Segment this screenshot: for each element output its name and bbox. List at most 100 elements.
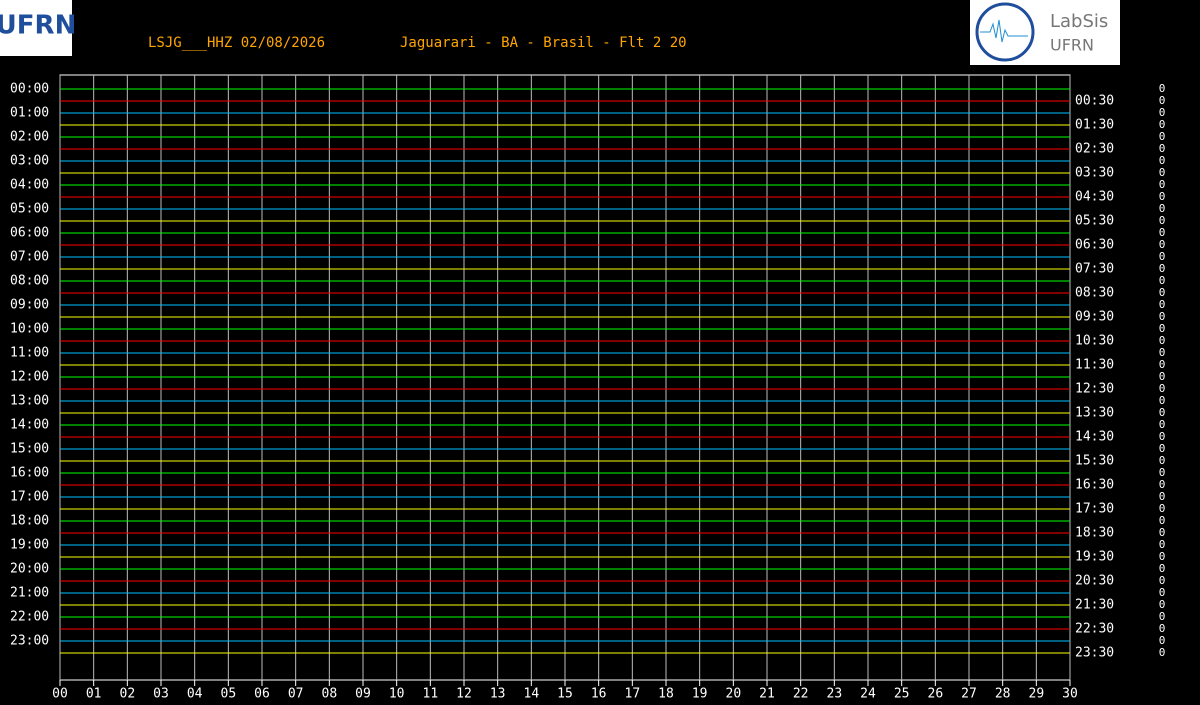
half-hour-label: 10:30: [1075, 334, 1114, 349]
station-title: LSJG___HHZ 02/08/2026: [148, 35, 325, 51]
minute-label: 08: [322, 687, 338, 702]
trace-count: 0: [1159, 142, 1166, 155]
minute-label: 15: [557, 687, 573, 702]
ufrn-logo: UFRN: [0, 11, 76, 41]
trace-count: 0: [1159, 214, 1166, 227]
trace-count: 0: [1159, 118, 1166, 131]
half-hour-label: 02:30: [1075, 142, 1114, 157]
trace-count: 0: [1159, 298, 1166, 311]
half-hour-label: 15:30: [1075, 454, 1114, 469]
trace-count: 0: [1159, 598, 1166, 611]
trace-count: 0: [1159, 226, 1166, 239]
half-hour-label: 14:30: [1075, 430, 1114, 445]
hour-label: 15:00: [10, 442, 49, 457]
half-hour-label: 18:30: [1075, 526, 1114, 541]
trace-count: 0: [1159, 394, 1166, 407]
minute-label: 25: [894, 687, 910, 702]
half-hour-label: 13:30: [1075, 406, 1114, 421]
hour-label: 08:00: [10, 274, 49, 289]
minute-label: 03: [153, 687, 169, 702]
hour-label: 03:00: [10, 154, 49, 169]
hour-label: 18:00: [10, 514, 49, 529]
hour-label: 06:00: [10, 226, 49, 241]
hour-label: 12:00: [10, 370, 49, 385]
minute-label: 09: [355, 687, 371, 702]
hour-label: 09:00: [10, 298, 49, 313]
hour-label: 21:00: [10, 586, 49, 601]
ufrn-logo-box: [0, 0, 72, 56]
minute-label: 07: [288, 687, 304, 702]
half-hour-label: 08:30: [1075, 286, 1114, 301]
hour-label: 19:00: [10, 538, 49, 553]
minute-label: 16: [591, 687, 607, 702]
half-hour-label: 04:30: [1075, 190, 1114, 205]
trace-count: 0: [1159, 430, 1166, 443]
half-hour-label: 20:30: [1075, 574, 1114, 589]
trace-count: 0: [1159, 322, 1166, 335]
trace-count: 0: [1159, 274, 1166, 287]
minute-label: 23: [827, 687, 843, 702]
hour-label: 05:00: [10, 202, 49, 217]
minute-label: 24: [860, 687, 876, 702]
hour-label: 13:00: [10, 394, 49, 409]
trace-count: 0: [1159, 334, 1166, 347]
labsis-logo-wave: [980, 19, 1028, 43]
half-hour-label: 03:30: [1075, 166, 1114, 181]
minute-label: 30: [1062, 687, 1078, 702]
minute-label: 22: [793, 687, 809, 702]
trace-count: 0: [1159, 454, 1166, 467]
trace-count: 0: [1159, 478, 1166, 491]
trace-count: 0: [1159, 130, 1166, 143]
minute-label: 00: [52, 687, 68, 702]
minute-label: 28: [995, 687, 1011, 702]
trace-count: 0: [1159, 154, 1166, 167]
minute-label: 14: [524, 687, 540, 702]
trace-count: 0: [1159, 562, 1166, 575]
half-hour-label: 01:30: [1075, 118, 1114, 133]
hour-label: 14:00: [10, 418, 49, 433]
trace-count: 0: [1159, 466, 1166, 479]
minute-label: 12: [456, 687, 472, 702]
trace-count: 0: [1159, 238, 1166, 251]
trace-count: 0: [1159, 106, 1166, 119]
trace-count: 0: [1159, 574, 1166, 587]
half-hour-label: 09:30: [1075, 310, 1114, 325]
labsis-logo-circle: [975, 2, 1035, 62]
hour-label: 22:00: [10, 610, 49, 625]
hour-label: 04:00: [10, 178, 49, 193]
labsis-name: LabSis: [1050, 11, 1108, 32]
trace-count: 0: [1159, 502, 1166, 515]
minute-label: 01: [86, 687, 102, 702]
trace-count: 0: [1159, 490, 1166, 503]
trace-count: 0: [1159, 526, 1166, 539]
half-hour-label: 21:30: [1075, 598, 1114, 613]
hour-label: 02:00: [10, 130, 49, 145]
trace-count: 0: [1159, 442, 1166, 455]
hour-label: 17:00: [10, 490, 49, 505]
trace-count: 0: [1159, 382, 1166, 395]
hour-label: 11:00: [10, 346, 49, 361]
minute-label: 10: [389, 687, 405, 702]
trace-count: 0: [1159, 514, 1166, 527]
minute-label: 05: [221, 687, 237, 702]
hour-label: 00:00: [10, 82, 49, 97]
minute-label: 02: [120, 687, 136, 702]
trace-count: 0: [1159, 538, 1166, 551]
minute-label: 04: [187, 687, 203, 702]
trace-count: 0: [1159, 94, 1166, 107]
minute-label: 20: [726, 687, 742, 702]
minute-label: 27: [961, 687, 977, 702]
half-hour-label: 19:30: [1075, 550, 1114, 565]
half-hour-label: 17:30: [1075, 502, 1114, 517]
trace-count: 0: [1159, 250, 1166, 263]
trace-count: 0: [1159, 358, 1166, 371]
trace-count: 0: [1159, 406, 1166, 419]
location-title: Jaguarari - BA - Brasil - Flt 2 20: [400, 35, 687, 51]
hour-label: 10:00: [10, 322, 49, 337]
trace-count: 0: [1159, 634, 1166, 647]
minute-label: 29: [1029, 687, 1045, 702]
trace-count: 0: [1159, 166, 1166, 179]
hour-label: 01:00: [10, 106, 49, 121]
minute-label: 17: [625, 687, 641, 702]
